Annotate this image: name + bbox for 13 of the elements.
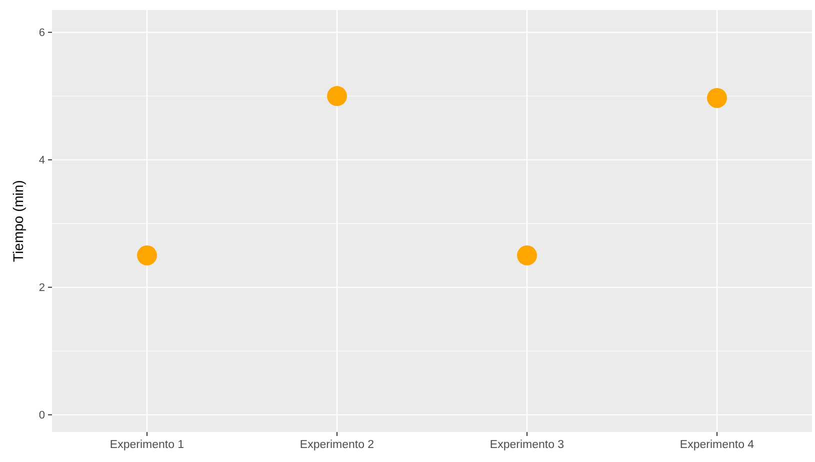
y-axis-title: Tiempo (min) — [10, 180, 26, 262]
point — [327, 86, 347, 106]
point — [707, 88, 727, 108]
point — [137, 245, 157, 266]
y-tick-label: 0 — [38, 410, 45, 422]
y-tick-label: 4 — [38, 154, 45, 167]
x-tick-label: Experimento 3 — [490, 439, 564, 451]
x-tick-label: Experimento 1 — [110, 439, 184, 451]
x-tick-label: Experimento 2 — [300, 439, 374, 451]
point — [517, 245, 537, 266]
y-tick-label: 6 — [38, 27, 45, 40]
y-tick-label: 2 — [38, 282, 45, 294]
x-tick-label: Experimento 4 — [680, 439, 755, 451]
